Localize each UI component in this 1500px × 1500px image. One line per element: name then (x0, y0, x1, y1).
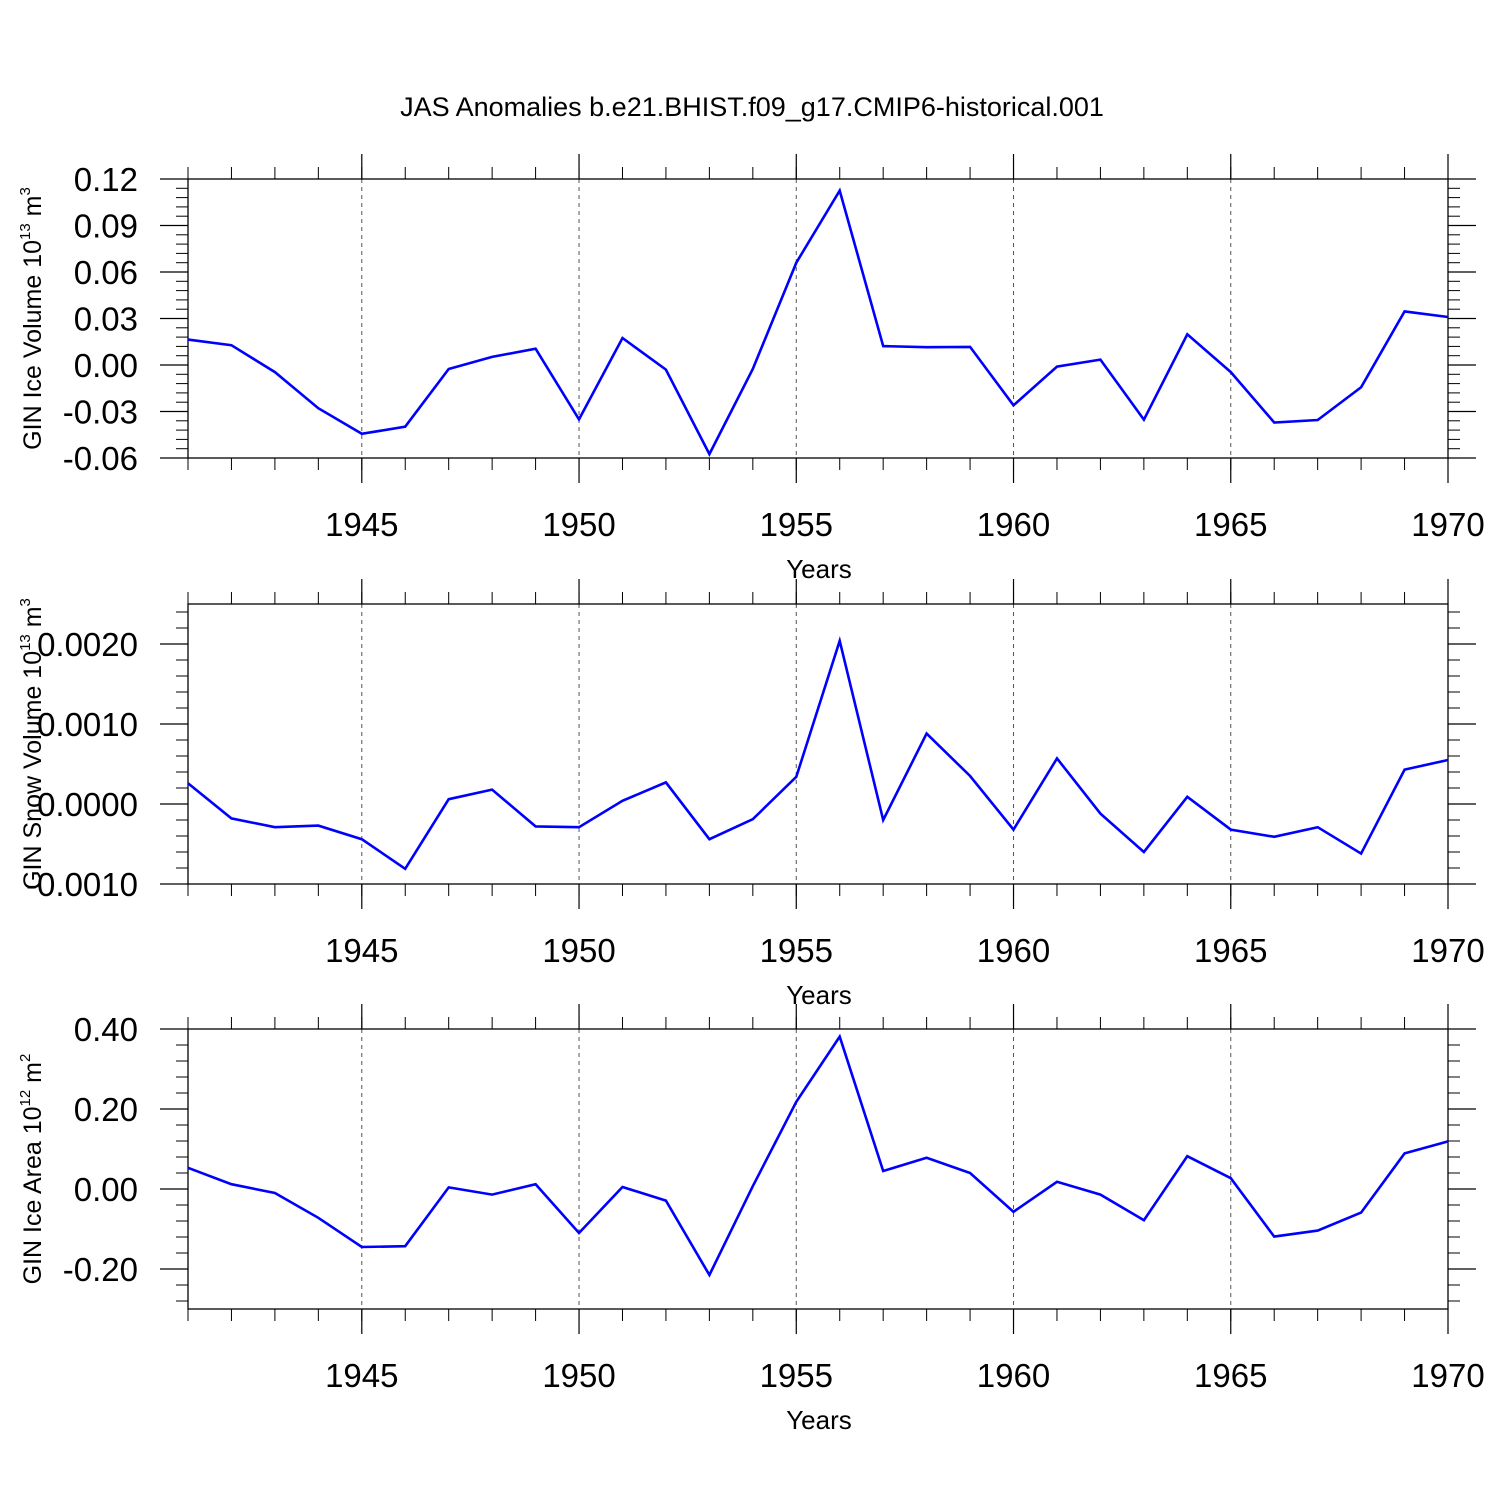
x-tick-label: 1945 (325, 932, 398, 969)
panel-1: -0.06 -0.03 0.00 0.03 0.06 0.09 0.12 1945 1950 19… (17, 154, 1485, 584)
x-axis-label: Years (786, 1405, 852, 1435)
y-tick-label: 0.06 (74, 254, 138, 291)
x-tick-label: 1945 (325, 1357, 398, 1394)
x-tick-label: 1970 (1411, 506, 1484, 543)
panel-2: -0.0010 0.0000 0.0010 0.0020 1945 1950 1955 196… (17, 579, 1485, 1010)
chart-title: JAS Anomalies b.e21.BHIST.f09_g17.CMIP6-… (400, 92, 1104, 122)
x-tick-label: 1960 (977, 1357, 1050, 1394)
y-tick-label: -0.03 (63, 394, 138, 431)
x-tick-label: 1960 (977, 506, 1050, 543)
y-tick-label: 0.40 (74, 1011, 138, 1048)
y-axis-label-unit: m (19, 606, 47, 634)
y-axis-label: GIN Ice Area 1012 m2 (17, 1054, 47, 1285)
y-axis-label-main: GIN Ice Area 10 (19, 1106, 47, 1284)
series-line (187, 187, 1449, 457)
x-tick-label: 1950 (542, 1357, 615, 1394)
y-tick-label: 0.0020 (37, 626, 138, 663)
y-tick-label: 0.09 (74, 208, 138, 245)
y-axis-label-unit-exponent: 3 (17, 598, 34, 606)
y-tick-label: 0.00 (74, 347, 138, 384)
y-axis-label-main: GIN Snow Volume 10 (19, 651, 47, 890)
y-axis-label-main: GIN Ice Volume 10 (19, 240, 47, 450)
y-tick-label: 0.0000 (37, 786, 138, 823)
x-tick-label: 1955 (760, 506, 833, 543)
y-axis-label-exponent: 13 (17, 223, 34, 240)
x-tick-label: 1955 (760, 1357, 833, 1394)
y-axis-label: GIN Snow Volume 1013 m3 (17, 598, 47, 890)
x-tick-label: 1950 (542, 506, 615, 543)
y-axis-label-unit-exponent: 3 (17, 187, 34, 195)
x-tick-label: 1970 (1411, 1357, 1484, 1394)
y-axis-label: GIN Ice Volume 1013 m3 (17, 187, 47, 450)
x-tick-label: 1965 (1194, 932, 1267, 969)
y-axis-label-exponent: 12 (17, 1090, 34, 1107)
series-line (187, 1033, 1449, 1278)
y-axis-label-unit: m (19, 196, 47, 224)
y-axis-label-exponent: 13 (17, 634, 34, 651)
x-axis-label: Years (786, 980, 852, 1010)
y-tick-label: -0.06 (63, 440, 138, 477)
x-tick-label: 1965 (1194, 506, 1267, 543)
y-tick-label: 0.00 (74, 1171, 138, 1208)
y-tick-label: 0.0010 (37, 706, 138, 743)
x-tick-label: 1945 (325, 506, 398, 543)
y-axis-label-unit: m (19, 1062, 47, 1090)
y-tick-label: -0.20 (63, 1251, 138, 1288)
x-tick-label: 1955 (760, 932, 833, 969)
y-tick-label: 0.20 (74, 1091, 138, 1128)
y-tick-label: -0.0010 (26, 866, 138, 903)
x-tick-label: 1960 (977, 932, 1050, 969)
panel-3: -0.20 0.00 0.20 0.40 1945 1950 1955 1960 1965 197… (17, 1004, 1485, 1435)
y-axis-label-unit-exponent: 2 (17, 1054, 34, 1062)
x-axis-label: Years (786, 554, 852, 584)
series-line (187, 635, 1449, 871)
x-tick-label: 1970 (1411, 932, 1484, 969)
x-tick-label: 1950 (542, 932, 615, 969)
x-tick-label: 1965 (1194, 1357, 1267, 1394)
y-tick-label: 0.03 (74, 301, 138, 338)
y-tick-label: 0.12 (74, 161, 138, 198)
plot-frame (187, 603, 1449, 885)
